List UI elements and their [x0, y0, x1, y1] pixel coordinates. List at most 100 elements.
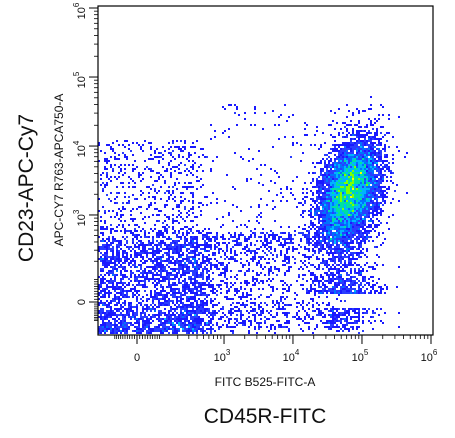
density-dot: [138, 172, 140, 174]
density-dot: [380, 188, 382, 190]
density-dot: [316, 280, 318, 282]
density-dot: [128, 326, 130, 328]
density-dot: [166, 318, 168, 320]
density-dot: [152, 240, 154, 242]
density-dot: [202, 288, 204, 290]
density-dot: [200, 252, 202, 254]
density-dot: [124, 290, 126, 292]
density-dot: [370, 138, 372, 140]
density-dot: [328, 278, 330, 280]
density-dot: [178, 300, 180, 302]
density-dot: [320, 290, 322, 292]
density-dot: [192, 328, 194, 330]
density-dot: [160, 286, 162, 288]
density-dot: [166, 264, 168, 266]
density-dot: [146, 306, 148, 308]
density-dot: [190, 278, 192, 280]
density-dot: [114, 152, 116, 154]
density-dot: [150, 290, 152, 292]
density-dot: [116, 250, 118, 252]
density-dot: [184, 274, 186, 276]
density-dot: [352, 198, 354, 200]
density-dot: [188, 186, 190, 188]
density-dot: [108, 274, 110, 276]
density-dot: [202, 148, 204, 150]
density-dot: [186, 284, 188, 286]
density-dot: [158, 236, 160, 238]
density-dot: [326, 234, 328, 236]
density-dot: [338, 264, 340, 266]
density-dot: [352, 204, 354, 206]
density-dot: [104, 260, 106, 262]
density-dot: [330, 168, 332, 170]
density-dot: [358, 252, 360, 254]
density-dot: [270, 252, 272, 254]
density-dot: [346, 200, 348, 202]
density-dot: [366, 192, 368, 194]
density-dot: [138, 330, 140, 332]
density-dot: [172, 302, 174, 304]
density-dot: [178, 296, 180, 298]
density-dot: [146, 254, 148, 256]
density-dot: [344, 242, 346, 244]
density-dot: [342, 312, 344, 314]
density-dot: [200, 178, 202, 180]
density-dot: [190, 182, 192, 184]
density-dot: [362, 322, 364, 324]
density-dot: [230, 314, 232, 316]
density-dot: [328, 290, 330, 292]
density-dot: [360, 134, 362, 136]
density-dot: [346, 166, 348, 168]
density-dot: [258, 314, 260, 316]
density-dot: [328, 328, 330, 330]
density-dot: [358, 332, 360, 334]
density-dot: [98, 288, 100, 290]
density-dot: [204, 262, 206, 264]
density-dot: [118, 328, 120, 330]
density-dot: [128, 258, 130, 260]
density-dot: [132, 232, 134, 234]
density-dot: [338, 222, 340, 224]
density-dot: [190, 172, 192, 174]
density-dot: [100, 308, 102, 310]
density-dot: [344, 126, 346, 128]
density-dot: [198, 254, 200, 256]
density-dot: [306, 196, 308, 198]
density-dot: [180, 320, 182, 322]
density-dot: [378, 186, 380, 188]
density-dot: [218, 262, 220, 264]
density-dot: [244, 324, 246, 326]
density-dot: [316, 214, 318, 216]
density-dot: [224, 276, 226, 278]
density-dot: [370, 136, 372, 138]
density-dot: [332, 276, 334, 278]
density-dot: [110, 302, 112, 304]
density-dot: [332, 254, 334, 256]
density-dot: [166, 274, 168, 276]
density-dot: [208, 328, 210, 330]
density-dot: [222, 262, 224, 264]
density-dot: [108, 244, 110, 246]
density-dot: [172, 294, 174, 296]
density-dot: [134, 198, 136, 200]
density-dot: [360, 188, 362, 190]
density-dot: [338, 158, 340, 160]
density-dot: [346, 190, 348, 192]
density-dot: [354, 232, 356, 234]
density-dot: [244, 248, 246, 250]
density-dot: [318, 184, 320, 186]
density-dot: [352, 192, 354, 194]
density-dot: [106, 284, 108, 286]
density-dot: [112, 332, 114, 334]
density-dot: [286, 238, 288, 240]
density-dot: [326, 198, 328, 200]
density-dot: [338, 146, 340, 148]
density-dot: [350, 222, 352, 224]
density-dot: [136, 292, 138, 294]
density-dot: [184, 282, 186, 284]
density-dot: [346, 292, 348, 294]
density-dot: [342, 292, 344, 294]
density-dot: [330, 228, 332, 230]
density-dot: [326, 172, 328, 174]
density-dot: [188, 232, 190, 234]
